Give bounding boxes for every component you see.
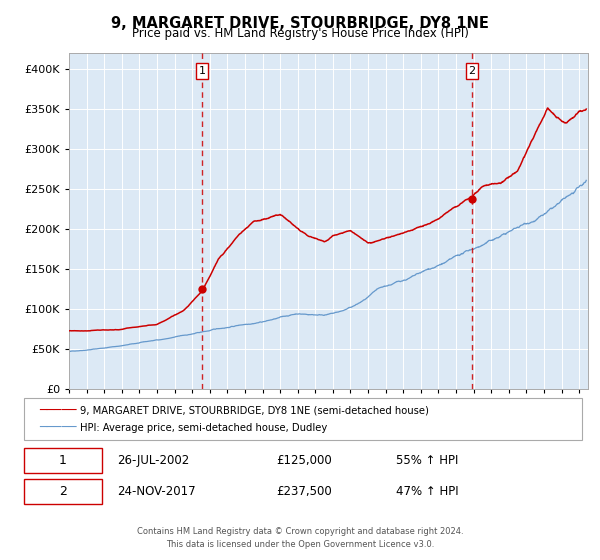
Text: 24-NOV-2017: 24-NOV-2017 (117, 485, 196, 498)
Text: This data is licensed under the Open Government Licence v3.0.: This data is licensed under the Open Gov… (166, 540, 434, 549)
Text: 2: 2 (59, 485, 67, 498)
Text: 1: 1 (59, 454, 67, 467)
Text: 1: 1 (199, 66, 206, 76)
Text: Price paid vs. HM Land Registry's House Price Index (HPI): Price paid vs. HM Land Registry's House … (131, 27, 469, 40)
Text: Contains HM Land Registry data © Crown copyright and database right 2024.: Contains HM Land Registry data © Crown c… (137, 528, 463, 536)
Text: ─────: ───── (39, 421, 77, 435)
Text: ─────: ───── (39, 404, 77, 417)
Text: HPI: Average price, semi-detached house, Dudley: HPI: Average price, semi-detached house,… (80, 423, 327, 433)
Text: 26-JUL-2002: 26-JUL-2002 (117, 454, 189, 467)
Text: 55% ↑ HPI: 55% ↑ HPI (396, 454, 458, 467)
Text: £125,000: £125,000 (276, 454, 332, 467)
Text: 2: 2 (469, 66, 475, 76)
Text: 47% ↑ HPI: 47% ↑ HPI (396, 485, 458, 498)
Text: £237,500: £237,500 (276, 485, 332, 498)
Text: 9, MARGARET DRIVE, STOURBRIDGE, DY8 1NE (semi-detached house): 9, MARGARET DRIVE, STOURBRIDGE, DY8 1NE … (80, 405, 428, 415)
Text: 9, MARGARET DRIVE, STOURBRIDGE, DY8 1NE: 9, MARGARET DRIVE, STOURBRIDGE, DY8 1NE (111, 16, 489, 31)
